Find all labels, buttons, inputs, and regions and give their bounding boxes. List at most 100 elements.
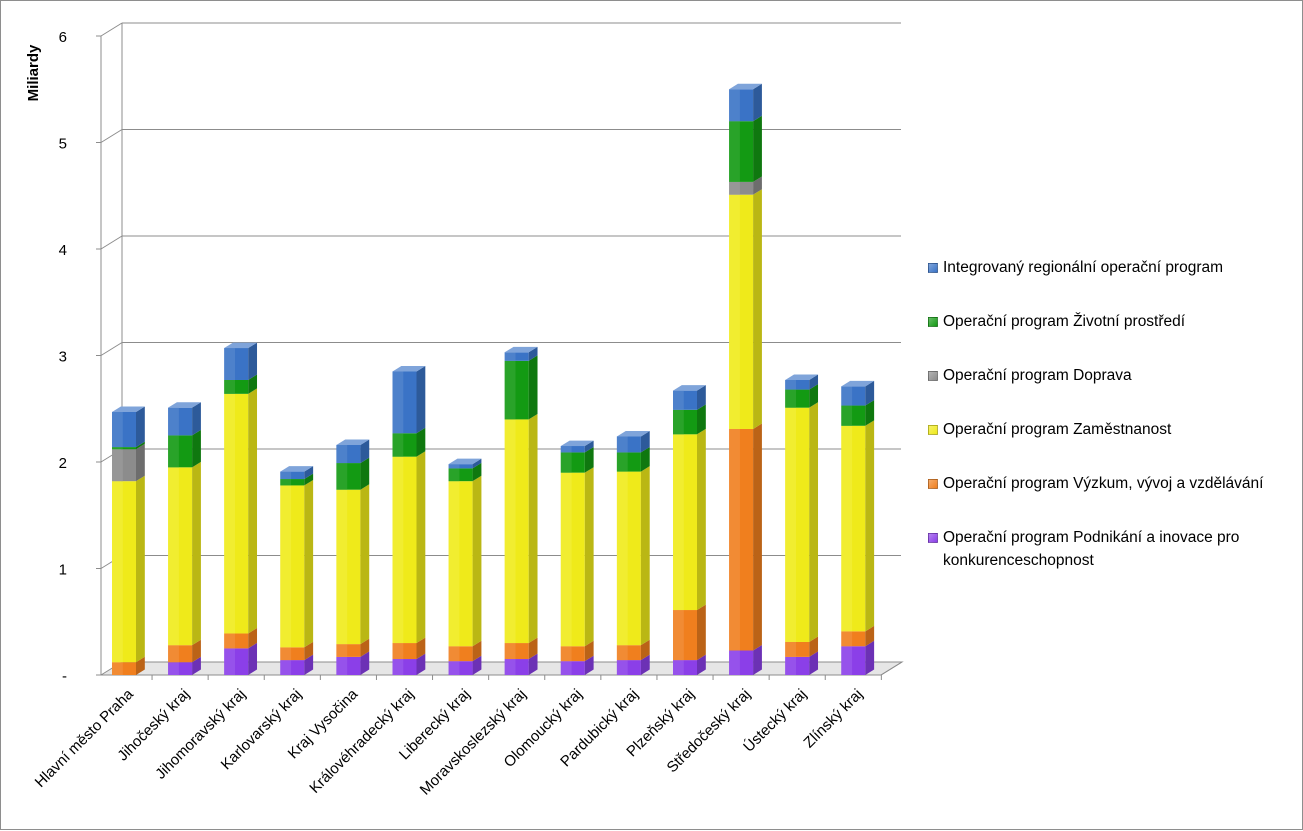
bar-side bbox=[192, 639, 201, 663]
bar-top bbox=[560, 440, 594, 447]
bar-segment bbox=[673, 604, 706, 661]
bar-highlight bbox=[673, 409, 684, 435]
bar-highlight bbox=[841, 405, 853, 426]
bar-highlight bbox=[224, 633, 235, 649]
bar-segment bbox=[504, 346, 538, 361]
bar-segment bbox=[280, 641, 314, 661]
bar-highlight bbox=[729, 428, 740, 651]
bar-highlight bbox=[392, 371, 404, 434]
bar-top bbox=[841, 380, 875, 387]
bar-side bbox=[136, 406, 145, 448]
bar-side bbox=[809, 384, 819, 408]
bar-side bbox=[640, 430, 650, 453]
bar-highlight bbox=[785, 656, 796, 675]
bar-side bbox=[472, 462, 482, 482]
bar-highlight bbox=[729, 121, 740, 182]
bar-segment bbox=[448, 655, 482, 675]
bar-side bbox=[640, 466, 650, 646]
bar-segment bbox=[112, 475, 145, 663]
bar-side bbox=[472, 655, 482, 675]
bar-segment bbox=[336, 651, 370, 675]
bar-segment bbox=[673, 385, 706, 410]
bar-side bbox=[809, 636, 819, 657]
bar-segment bbox=[729, 176, 762, 195]
legend-swatch bbox=[928, 425, 938, 435]
bar-side bbox=[697, 404, 706, 435]
bar-side bbox=[584, 467, 594, 647]
bar-side bbox=[248, 628, 258, 649]
bar-segment bbox=[560, 440, 594, 453]
bar-stack bbox=[280, 466, 314, 675]
bar-segment bbox=[616, 446, 650, 472]
bar-highlight bbox=[224, 348, 235, 380]
bar-highlight bbox=[560, 446, 572, 453]
bar-highlight bbox=[841, 631, 853, 647]
bar-segment bbox=[392, 637, 426, 660]
bar-highlight bbox=[785, 379, 796, 390]
bar-highlight bbox=[616, 436, 628, 453]
bars bbox=[112, 83, 875, 675]
bar-stack bbox=[504, 346, 538, 675]
bar-highlight bbox=[785, 407, 796, 642]
bar-segment bbox=[280, 654, 314, 675]
bar-highlight bbox=[280, 485, 292, 648]
legend-label: Operační program Doprava bbox=[943, 367, 1132, 384]
bar-side bbox=[697, 428, 706, 611]
bar-side bbox=[360, 638, 370, 657]
bar-highlight bbox=[673, 610, 684, 661]
bar-segment bbox=[336, 484, 370, 645]
bar-segment bbox=[112, 656, 145, 675]
bar-segment bbox=[841, 380, 875, 406]
legend-item: Operační program Zaměstnanost bbox=[925, 418, 1300, 441]
legend-swatch bbox=[928, 371, 938, 381]
floor-edge bbox=[880, 661, 903, 676]
bar-segment bbox=[841, 625, 875, 647]
legend-item: Integrovaný regionální operační program bbox=[925, 256, 1300, 279]
legend-label: Integrovaný regionální operační program bbox=[943, 259, 1224, 276]
bar-segment bbox=[841, 420, 875, 632]
bar-highlight bbox=[280, 471, 292, 480]
bar-side bbox=[248, 642, 258, 675]
bar-side bbox=[809, 651, 819, 675]
bar-top bbox=[785, 374, 819, 380]
bar-segment bbox=[616, 430, 650, 453]
y-tick-label: 5 bbox=[59, 136, 67, 153]
bar-top bbox=[729, 83, 762, 90]
bar-segment bbox=[448, 462, 482, 482]
bar-highlight bbox=[673, 434, 684, 611]
legend-label: Operační program Výzkum, vývoj a vzděláv… bbox=[943, 475, 1264, 492]
bar-side bbox=[584, 440, 594, 453]
bar-side bbox=[640, 446, 650, 472]
bar-stack bbox=[616, 430, 650, 675]
bar-side bbox=[640, 639, 650, 661]
bar-side bbox=[753, 83, 762, 122]
bar-highlight bbox=[336, 656, 348, 675]
bar-highlight bbox=[448, 481, 460, 647]
bar-highlight bbox=[560, 472, 572, 647]
x-tick-label: Moravskoslezský kraj bbox=[417, 686, 530, 799]
bar-stack bbox=[729, 83, 762, 675]
axes bbox=[96, 23, 904, 680]
bar-highlight bbox=[729, 194, 740, 429]
bar-side bbox=[304, 654, 314, 675]
y-tick-label: 4 bbox=[59, 242, 67, 259]
bar-front bbox=[112, 447, 136, 450]
bar-side bbox=[753, 176, 762, 195]
bar-segment bbox=[336, 457, 370, 490]
bar-top bbox=[336, 439, 370, 445]
bar-highlight bbox=[168, 467, 179, 646]
bar-highlight bbox=[112, 481, 123, 663]
bar-highlight bbox=[785, 389, 796, 408]
bar-top bbox=[392, 366, 426, 372]
bar-highlight bbox=[504, 419, 516, 644]
bar-highlight bbox=[673, 390, 684, 410]
bar-highlight bbox=[168, 407, 179, 436]
bar-stack bbox=[841, 380, 875, 675]
bar-highlight bbox=[841, 386, 853, 406]
bar-segment bbox=[560, 446, 594, 473]
bar-side bbox=[360, 457, 370, 490]
bar-highlight bbox=[673, 660, 684, 675]
bar-segment bbox=[112, 441, 145, 450]
y-axis-title: Miliardy bbox=[25, 44, 42, 101]
